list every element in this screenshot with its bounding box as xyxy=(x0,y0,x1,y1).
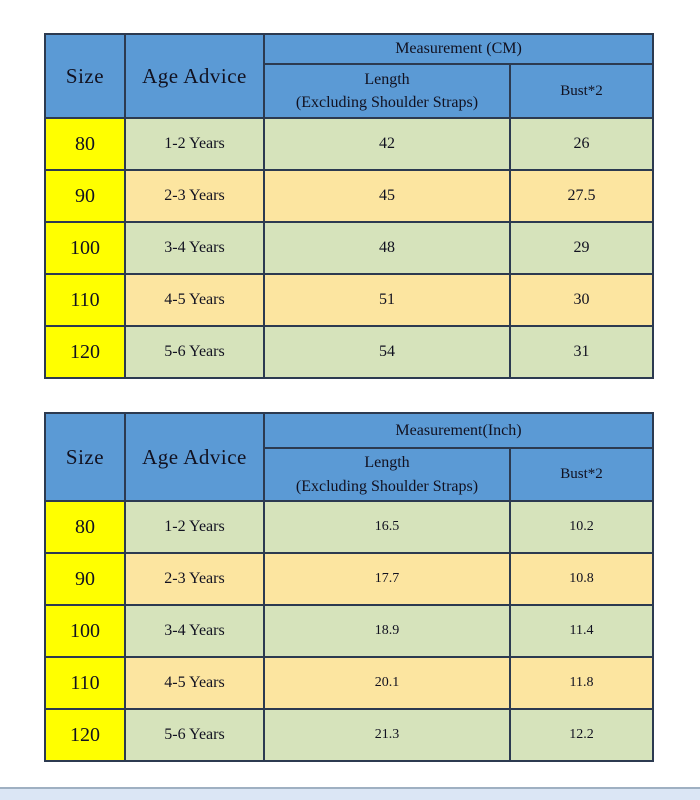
size-table-cm: Size Age Advice Measurement (CM) Length … xyxy=(44,33,655,379)
cm-header-bust: Bust*2 xyxy=(508,63,655,119)
cm-bust-value: 26 xyxy=(508,117,655,171)
inch-bust-value: 10.8 xyxy=(508,552,655,606)
cm-length-value: 51 xyxy=(263,273,511,327)
cm-header-measurement: Measurement (CM) xyxy=(262,33,655,65)
inch-header-size: Size xyxy=(44,412,126,502)
inch-age-value: 4-5 Years xyxy=(124,656,265,710)
inch-bust-value: 11.4 xyxy=(508,604,655,658)
cm-length-value: 48 xyxy=(263,221,511,275)
inch-header-measurement: Measurement(Inch) xyxy=(262,412,655,449)
inch-size-value: 120 xyxy=(44,708,126,762)
inch-header-age-advice: Age Advice xyxy=(124,412,265,502)
cm-header-size: Size xyxy=(44,33,126,119)
cm-bust-value: 30 xyxy=(508,273,655,327)
table-row: 80 1-2 Years 42 26 xyxy=(44,117,655,171)
table-row: 100 3-4 Years 48 29 xyxy=(44,221,655,275)
cm-age-value: 4-5 Years xyxy=(124,273,265,327)
cm-length-value: 42 xyxy=(263,117,511,171)
inch-age-value: 1-2 Years xyxy=(124,500,265,554)
cm-size-value: 120 xyxy=(44,325,126,379)
inch-size-value: 90 xyxy=(44,552,126,606)
cm-bust-value: 27.5 xyxy=(508,169,655,223)
inch-bust-value: 11.8 xyxy=(508,656,655,710)
size-table-inch: Size Age Advice Measurement(Inch) Length… xyxy=(44,412,655,762)
inch-bust-value: 10.2 xyxy=(508,500,655,554)
cm-header-age-advice: Age Advice xyxy=(124,33,265,119)
cm-age-value: 1-2 Years xyxy=(124,117,265,171)
inch-size-value: 100 xyxy=(44,604,126,658)
cm-header-length-line2: (Excluding Shoulder Straps) xyxy=(295,94,479,111)
inch-age-value: 3-4 Years xyxy=(124,604,265,658)
inch-header-bust: Bust*2 xyxy=(508,447,655,502)
inch-size-value: 80 xyxy=(44,500,126,554)
table-row: 110 4-5 Years 20.1 11.8 xyxy=(44,656,655,710)
table-row: 110 4-5 Years 51 30 xyxy=(44,273,655,327)
cm-header-length: Length (Excluding Shoulder Straps) xyxy=(263,63,511,119)
cm-size-value: 90 xyxy=(44,169,126,223)
cm-size-value: 80 xyxy=(44,117,126,171)
inch-bust-value: 12.2 xyxy=(508,708,655,762)
table-row: 120 5-6 Years 54 31 xyxy=(44,325,655,379)
cm-header-length-line1: Length xyxy=(364,70,410,88)
inch-header-length: Length (Excluding Shoulder Straps) xyxy=(263,447,511,502)
inch-age-value: 5-6 Years xyxy=(124,708,265,762)
cm-length-value: 45 xyxy=(263,169,511,223)
cm-size-value: 110 xyxy=(44,273,126,327)
cm-age-value: 2-3 Years xyxy=(124,169,265,223)
inch-length-value: 21.3 xyxy=(263,708,511,762)
inch-header-length-line1: Length xyxy=(364,454,410,472)
table-row: 90 2-3 Years 45 27.5 xyxy=(44,169,655,223)
table-row: 80 1-2 Years 16.5 10.2 xyxy=(44,500,655,554)
cm-length-value: 54 xyxy=(263,325,511,379)
cm-age-value: 5-6 Years xyxy=(124,325,265,379)
table-row: 100 3-4 Years 18.9 11.4 xyxy=(44,604,655,658)
cm-bust-value: 31 xyxy=(508,325,655,379)
table-row: 90 2-3 Years 17.7 10.8 xyxy=(44,552,655,606)
cm-age-value: 3-4 Years xyxy=(124,221,265,275)
bottom-panel-edge xyxy=(0,787,700,800)
inch-length-value: 18.9 xyxy=(263,604,511,658)
inch-length-value: 16.5 xyxy=(263,500,511,554)
inch-header-length-line2: (Excluding Shoulder Straps) xyxy=(295,477,479,495)
cm-size-value: 100 xyxy=(44,221,126,275)
cm-bust-value: 29 xyxy=(508,221,655,275)
inch-length-value: 20.1 xyxy=(263,656,511,710)
table-row: 120 5-6 Years 21.3 12.2 xyxy=(44,708,655,762)
inch-age-value: 2-3 Years xyxy=(124,552,265,606)
inch-length-value: 17.7 xyxy=(263,552,511,606)
inch-size-value: 110 xyxy=(44,656,126,710)
